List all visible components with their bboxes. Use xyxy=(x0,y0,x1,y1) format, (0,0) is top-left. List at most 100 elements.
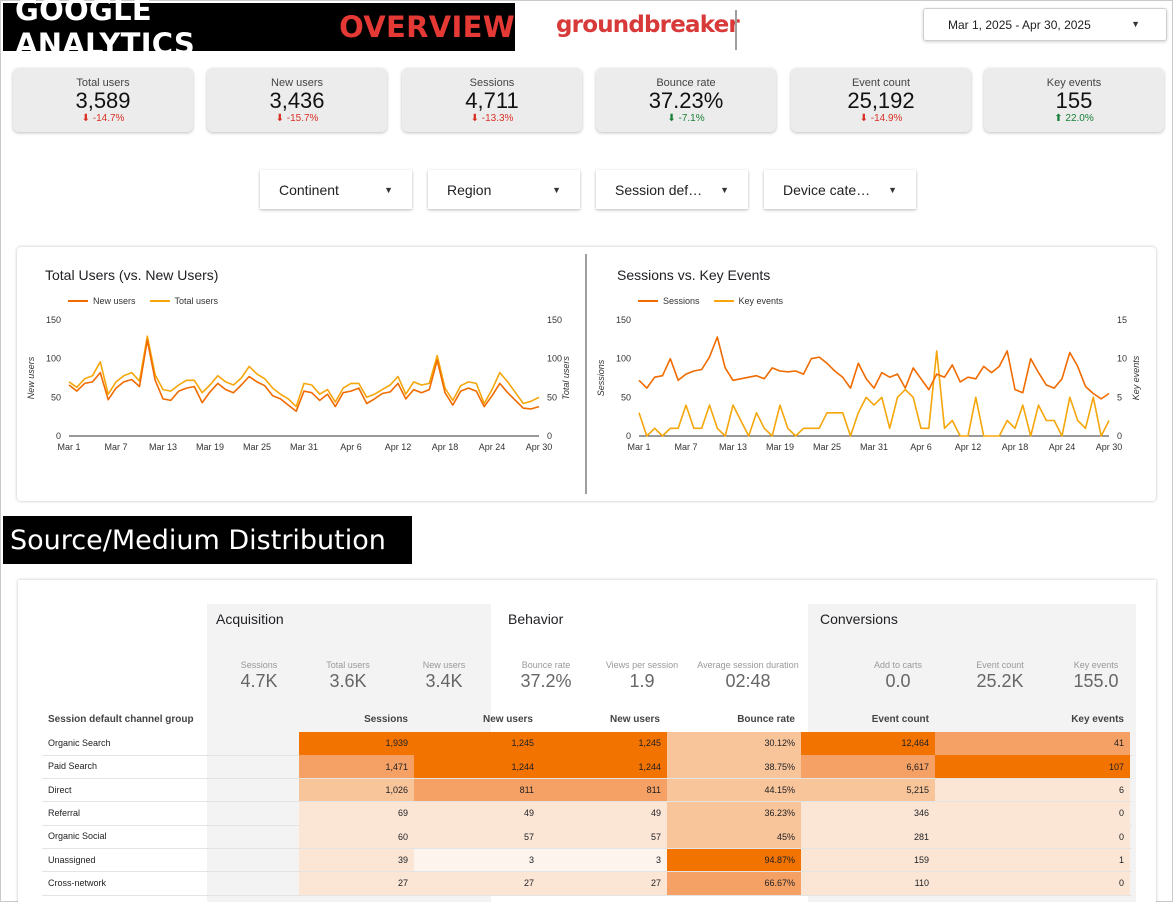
legend-label: Total users xyxy=(174,296,219,306)
chart-legend-sessions: Sessions Key events xyxy=(638,296,797,306)
column-header[interactable]: Bounce rate xyxy=(737,714,795,725)
dropdown-caret-icon: ▼ xyxy=(888,185,897,195)
table-cell: 3 xyxy=(540,848,667,872)
summary-value: 1.9 xyxy=(629,671,655,691)
row-channel-name: Direct xyxy=(48,784,72,795)
y-left-axis-title: Sessions xyxy=(596,359,606,396)
filter-dropdown[interactable]: Continent ▼ xyxy=(260,170,412,209)
row-channel-name: Organic Social xyxy=(48,831,107,842)
summary-value: 02:48 xyxy=(725,671,771,691)
series-line-new-users xyxy=(68,339,540,413)
kpi-delta-value: 22.0% xyxy=(1065,113,1094,124)
header-divider xyxy=(735,10,737,50)
table-cell: 30.12% xyxy=(667,732,801,755)
report-title-accent: OVERVIEW xyxy=(339,10,515,44)
table-cell: 1,471 xyxy=(299,755,414,779)
table-cell: 0 xyxy=(935,871,1130,895)
arrow-up-icon: ⬇ xyxy=(667,113,679,124)
series-line-key-events xyxy=(638,350,1110,437)
table-cell: 69 xyxy=(299,801,414,825)
summary-label: New users xyxy=(422,660,466,670)
y-left-tick-label: 150 xyxy=(46,315,61,325)
x-tick-label: Apr 12 xyxy=(955,442,982,452)
summary-label: Sessions xyxy=(240,660,278,670)
summary-value: 155.0 xyxy=(1073,671,1119,691)
row-channel-name: Unassigned xyxy=(48,854,96,865)
chart-title-sessions: Sessions vs. Key Events xyxy=(617,267,771,283)
y-right-tick-label: 5 xyxy=(1117,392,1122,402)
y-right-tick-label: 0 xyxy=(547,431,552,441)
column-header[interactable]: New users xyxy=(609,714,660,725)
kpi-delta-value: -14.7% xyxy=(92,113,125,124)
y-right-tick-label: 100 xyxy=(547,354,562,364)
table-cell: 107 xyxy=(935,755,1130,779)
table-cell: 1,245 xyxy=(414,732,540,755)
x-tick-label: Mar 7 xyxy=(104,442,127,452)
filter-dropdown[interactable]: Device cate… ▼ xyxy=(764,170,916,209)
y-left-tick-label: 50 xyxy=(621,392,631,402)
dropdown-caret-icon: ▼ xyxy=(384,185,393,195)
kpi-delta: ⬇ -14.7% xyxy=(13,113,193,125)
chart-title-users: Total Users (vs. New Users) xyxy=(45,267,219,283)
summary-label: Add to carts xyxy=(873,660,923,670)
legend-swatch xyxy=(149,300,170,302)
x-tick-label: Apr 12 xyxy=(385,442,412,452)
table-cell: 6 xyxy=(935,778,1130,802)
table-cell: 49 xyxy=(540,801,667,825)
arrow-down-icon: ⬇ xyxy=(470,113,482,124)
x-tick-label: Mar 13 xyxy=(149,442,177,452)
kpi-value: 4,711 xyxy=(465,88,519,113)
kpi-delta: ⬆ 22.0% xyxy=(984,113,1164,125)
brand-logo: groundbreaker xyxy=(556,12,740,38)
series-line-total-users xyxy=(68,335,540,408)
column-header[interactable]: Session default channel group xyxy=(48,714,194,725)
legend-item: Total users xyxy=(149,296,219,306)
kpi-value: 3,589 xyxy=(75,88,131,113)
kpi-delta-value: -13.3% xyxy=(481,113,514,124)
kpi-label: Event count xyxy=(851,77,911,89)
row-channel-name: Paid Search xyxy=(48,761,98,772)
y-left-tick-label: 150 xyxy=(616,315,631,325)
summary-value: 0.0 xyxy=(885,671,911,691)
x-tick-label: Mar 19 xyxy=(196,442,224,452)
source-medium-table: Acquisition Behavior Conversions Sessions 4.… xyxy=(18,580,1156,902)
date-range-picker[interactable]: Mar 1, 2025 - Apr 30, 2025 ▼ xyxy=(923,8,1167,41)
y-right-axis-title: Total users xyxy=(561,356,571,400)
legend-item: New users xyxy=(68,296,136,306)
chart-legend-users: New users Total users xyxy=(68,296,232,306)
filter-dropdown[interactable]: Region ▼ xyxy=(428,170,580,209)
y-right-axis-title: Key events xyxy=(1131,355,1141,400)
kpi-value: 3,436 xyxy=(269,88,325,113)
date-range-text: Mar 1, 2025 - Apr 30, 2025 xyxy=(948,17,1091,32)
y-left-tick-label: 100 xyxy=(46,354,61,364)
summary-value: 3.6K xyxy=(329,671,367,691)
table-cell: 1,245 xyxy=(540,732,667,755)
column-header[interactable]: New users xyxy=(482,714,533,725)
summary-value: 3.4K xyxy=(425,671,463,691)
charts-divider xyxy=(585,254,587,494)
table-cell: 1,939 xyxy=(299,732,414,755)
table-cell: 12,464 xyxy=(801,732,935,755)
table-cell: 49 xyxy=(414,801,540,825)
summary-label: Key events xyxy=(1073,660,1119,670)
table-cell: 36.23% xyxy=(667,801,801,825)
filter-dropdown[interactable]: Session def… ▼ xyxy=(596,170,748,209)
section-title: Source/Medium Distribution xyxy=(3,516,412,564)
x-tick-label: Mar 25 xyxy=(243,442,271,452)
sessions-line-chart: 0 50 100 150 0 5 10 15 Mar 1 Mar 7 Mar 13 Mar 19 Mar… xyxy=(596,315,1141,452)
y-right-tick-label: 50 xyxy=(547,392,557,402)
arrow-down-icon: ⬇ xyxy=(275,113,287,124)
y-left-tick-label: 0 xyxy=(626,431,631,441)
summary-label: Average session duration xyxy=(697,660,799,670)
x-tick-label: Apr 6 xyxy=(340,442,362,452)
legend-swatch xyxy=(638,300,658,302)
column-header[interactable]: Key events xyxy=(1071,714,1124,725)
column-header[interactable]: Event count xyxy=(871,714,929,725)
filter-label: Session def… xyxy=(615,181,703,198)
y-right-tick-label: 10 xyxy=(1117,354,1127,364)
x-tick-label: Apr 6 xyxy=(910,442,932,452)
table-cell: 6,617 xyxy=(801,755,935,779)
column-header[interactable]: Sessions xyxy=(364,714,408,725)
summary-label: Bounce rate xyxy=(521,660,571,670)
kpi-label: Key events xyxy=(1046,77,1102,89)
